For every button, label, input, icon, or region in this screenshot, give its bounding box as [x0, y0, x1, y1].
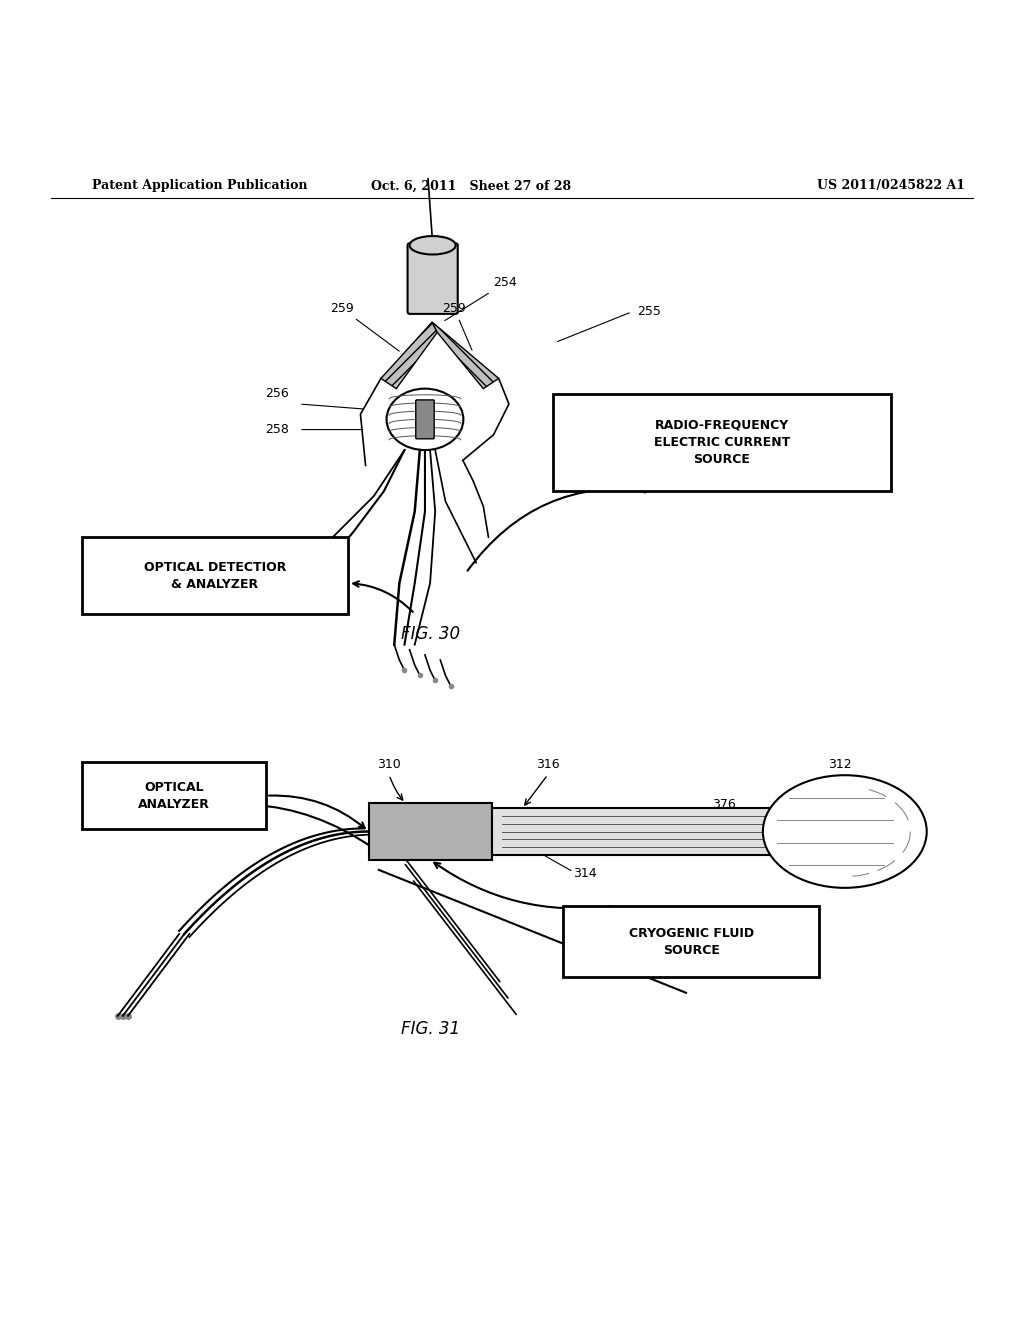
Text: 314: 314	[573, 867, 597, 880]
FancyBboxPatch shape	[553, 393, 891, 491]
Text: US 2011/0245822 A1: US 2011/0245822 A1	[817, 180, 965, 193]
Text: FIG. 30: FIG. 30	[400, 626, 460, 643]
FancyBboxPatch shape	[369, 804, 492, 859]
Text: 376: 376	[712, 799, 735, 812]
Ellipse shape	[387, 388, 463, 450]
Text: 259: 259	[442, 302, 472, 350]
Text: FIG. 31: FIG. 31	[400, 1019, 460, 1038]
Text: 316: 316	[536, 758, 560, 771]
Text: Oct. 6, 2011   Sheet 27 of 28: Oct. 6, 2011 Sheet 27 of 28	[371, 180, 571, 193]
Text: OPTICAL
ANALYZER: OPTICAL ANALYZER	[138, 780, 210, 810]
Text: 255: 255	[637, 305, 660, 318]
FancyBboxPatch shape	[82, 763, 266, 829]
Ellipse shape	[763, 775, 927, 888]
Text: 315: 315	[778, 942, 802, 954]
Text: OPTICAL DETECTIOR
& ANALYZER: OPTICAL DETECTIOR & ANALYZER	[143, 561, 287, 590]
Polygon shape	[432, 322, 499, 388]
Ellipse shape	[410, 236, 456, 255]
Text: Patent Application Publication: Patent Application Publication	[92, 180, 307, 193]
Polygon shape	[381, 322, 437, 388]
Text: 259: 259	[330, 302, 399, 351]
FancyBboxPatch shape	[563, 906, 819, 977]
Text: 312: 312	[827, 758, 852, 771]
FancyBboxPatch shape	[416, 400, 434, 438]
Text: CRYOGENIC FLUID
SOURCE: CRYOGENIC FLUID SOURCE	[629, 927, 754, 957]
Text: 254: 254	[444, 276, 517, 321]
Text: 258: 258	[265, 424, 289, 436]
Text: 310: 310	[377, 758, 401, 771]
Bar	[492, 808, 799, 854]
Text: RADIO-FREQUENCY
ELECTRIC CURRENT
SOURCE: RADIO-FREQUENCY ELECTRIC CURRENT SOURCE	[653, 418, 791, 466]
Text: 256: 256	[265, 387, 289, 400]
FancyBboxPatch shape	[82, 537, 348, 614]
FancyBboxPatch shape	[408, 243, 458, 314]
